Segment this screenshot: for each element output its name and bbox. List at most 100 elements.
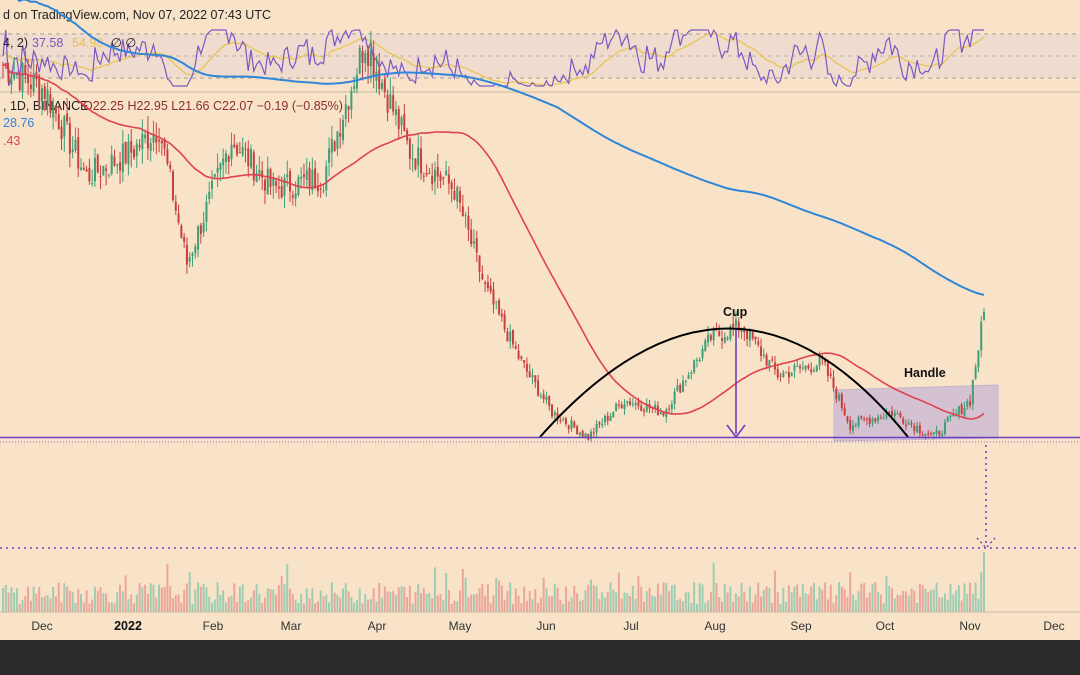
- volume-bar: [528, 590, 531, 612]
- candle: [91, 169, 94, 187]
- candle-body: [776, 368, 779, 378]
- candle: [695, 357, 698, 368]
- candle: [38, 73, 41, 110]
- volume-bar: [977, 598, 980, 612]
- volume-bar: [980, 572, 983, 612]
- candle-body: [4, 63, 7, 65]
- candle: [590, 428, 593, 442]
- candle: [216, 153, 219, 188]
- candle-body: [910, 423, 913, 425]
- volume-bar: [957, 585, 960, 612]
- volume-bar: [857, 591, 860, 612]
- volume-bar: [578, 600, 581, 612]
- candle: [534, 375, 537, 389]
- candle-body: [367, 50, 370, 66]
- volume-bar: [910, 588, 913, 612]
- candle-body: [740, 328, 743, 333]
- candle: [924, 433, 927, 440]
- candle: [559, 417, 562, 424]
- candle-body: [960, 404, 963, 415]
- candle-body: [459, 191, 462, 203]
- candle-body: [921, 434, 924, 436]
- candle: [969, 394, 972, 409]
- candle-body: [679, 384, 682, 393]
- candle-body: [24, 65, 27, 76]
- volume-bar: [185, 583, 188, 612]
- candle: [918, 421, 921, 439]
- candle-body: [760, 346, 763, 356]
- candle-body: [478, 255, 481, 273]
- candle: [347, 105, 350, 123]
- candle-body: [751, 331, 754, 339]
- candle: [155, 122, 158, 155]
- candle: [414, 157, 417, 171]
- volume-bar: [598, 599, 601, 612]
- volume-bar: [291, 593, 294, 612]
- volume-bar: [512, 603, 514, 612]
- volume-bar: [918, 583, 921, 612]
- volume-bar: [464, 577, 467, 612]
- volume-bar: [896, 594, 899, 612]
- volume-bar: [525, 600, 528, 612]
- candle: [236, 142, 239, 157]
- candle: [272, 172, 275, 199]
- volume-bar: [548, 596, 551, 612]
- volume-bar: [531, 599, 534, 612]
- candle-body: [896, 413, 899, 415]
- volume-bar: [514, 588, 517, 612]
- candle: [158, 127, 161, 153]
- candle-body: [428, 172, 431, 174]
- volume-bar: [342, 588, 344, 612]
- candle: [812, 367, 815, 373]
- candle-body: [737, 321, 740, 331]
- candle-body: [197, 226, 200, 250]
- volume-bar: [924, 588, 927, 612]
- candle-body: [790, 372, 793, 377]
- volume-bar: [230, 595, 233, 612]
- volume-bar: [748, 586, 751, 612]
- candle-body: [924, 434, 927, 437]
- volume-bar: [227, 597, 230, 612]
- volume-bar: [236, 601, 239, 612]
- candle: [233, 134, 236, 149]
- candle-body: [172, 171, 174, 200]
- candle: [394, 101, 397, 126]
- volume-bar: [46, 595, 49, 612]
- candle: [603, 414, 606, 427]
- candle-body: [266, 168, 269, 195]
- candle-body: [548, 396, 551, 406]
- volume-bar: [907, 595, 910, 612]
- candle-body: [801, 367, 804, 369]
- candle: [169, 161, 172, 173]
- volume-bar: [715, 583, 718, 612]
- candle: [330, 125, 333, 168]
- candle: [160, 140, 163, 156]
- candle: [528, 364, 531, 378]
- candle: [467, 206, 470, 242]
- candle-body: [116, 164, 119, 166]
- candle: [439, 171, 442, 189]
- candle-body: [843, 407, 846, 416]
- candle: [255, 164, 258, 183]
- x-tick-label: Jun: [536, 619, 555, 633]
- candle: [545, 391, 548, 405]
- volume-bar: [762, 590, 765, 612]
- volume-bar: [219, 594, 222, 612]
- candle-body: [447, 174, 450, 184]
- candle-body: [378, 69, 381, 90]
- candle: [506, 327, 509, 342]
- candle-body: [748, 329, 751, 341]
- candle-body: [342, 120, 344, 141]
- candle: [899, 411, 902, 419]
- candle-body: [155, 135, 158, 143]
- candle: [548, 395, 551, 411]
- candle-body: [130, 140, 133, 153]
- candle-body: [854, 424, 857, 426]
- candle: [291, 190, 294, 206]
- candle-body: [185, 244, 188, 265]
- candle: [41, 84, 44, 116]
- candle-body: [498, 300, 501, 315]
- volume-bar: [308, 598, 311, 612]
- candle-body: [531, 375, 534, 378]
- volume-bar: [403, 587, 406, 612]
